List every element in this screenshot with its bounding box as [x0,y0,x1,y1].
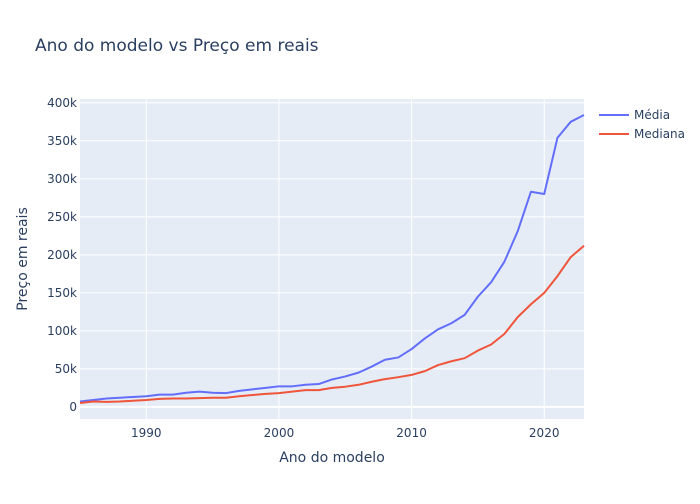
legend: Média Mediana [599,108,685,141]
y-tick-label: 0 [69,400,77,414]
legend-label: Mediana [634,127,685,141]
y-tick-label: 400k [47,96,77,110]
x-axis-label: Ano do modelo [279,450,385,466]
series-line-mediana [79,244,585,405]
y-tick-label: 50k [55,362,77,376]
x-tick-label: 1990 [131,426,162,440]
series-line-média [79,114,585,403]
y-tick-label: 350k [47,134,77,148]
x-tick-label: 2000 [264,426,295,440]
y-tick-label: 100k [47,324,77,338]
y-tick-label: 250k [47,210,77,224]
x-tick-label: 2020 [529,426,560,440]
x-tick-label: 2010 [396,426,427,440]
grid [80,99,584,419]
y-tick-label: 300k [47,172,77,186]
series-lines [79,114,585,405]
y-tick-label: 200k [47,248,77,262]
chart-title: Ano do modelo vs Preço em reais [35,36,319,56]
y-tick-label: 150k [47,286,77,300]
plot-area[interactable] [80,99,584,419]
legend-label: Média [634,108,670,122]
tick-labels: 1990 2000 2010 2020 0 50k 100k 150k 200k 250k 300k… [47,96,559,440]
y-axis-label: Preço em reais [15,207,31,311]
